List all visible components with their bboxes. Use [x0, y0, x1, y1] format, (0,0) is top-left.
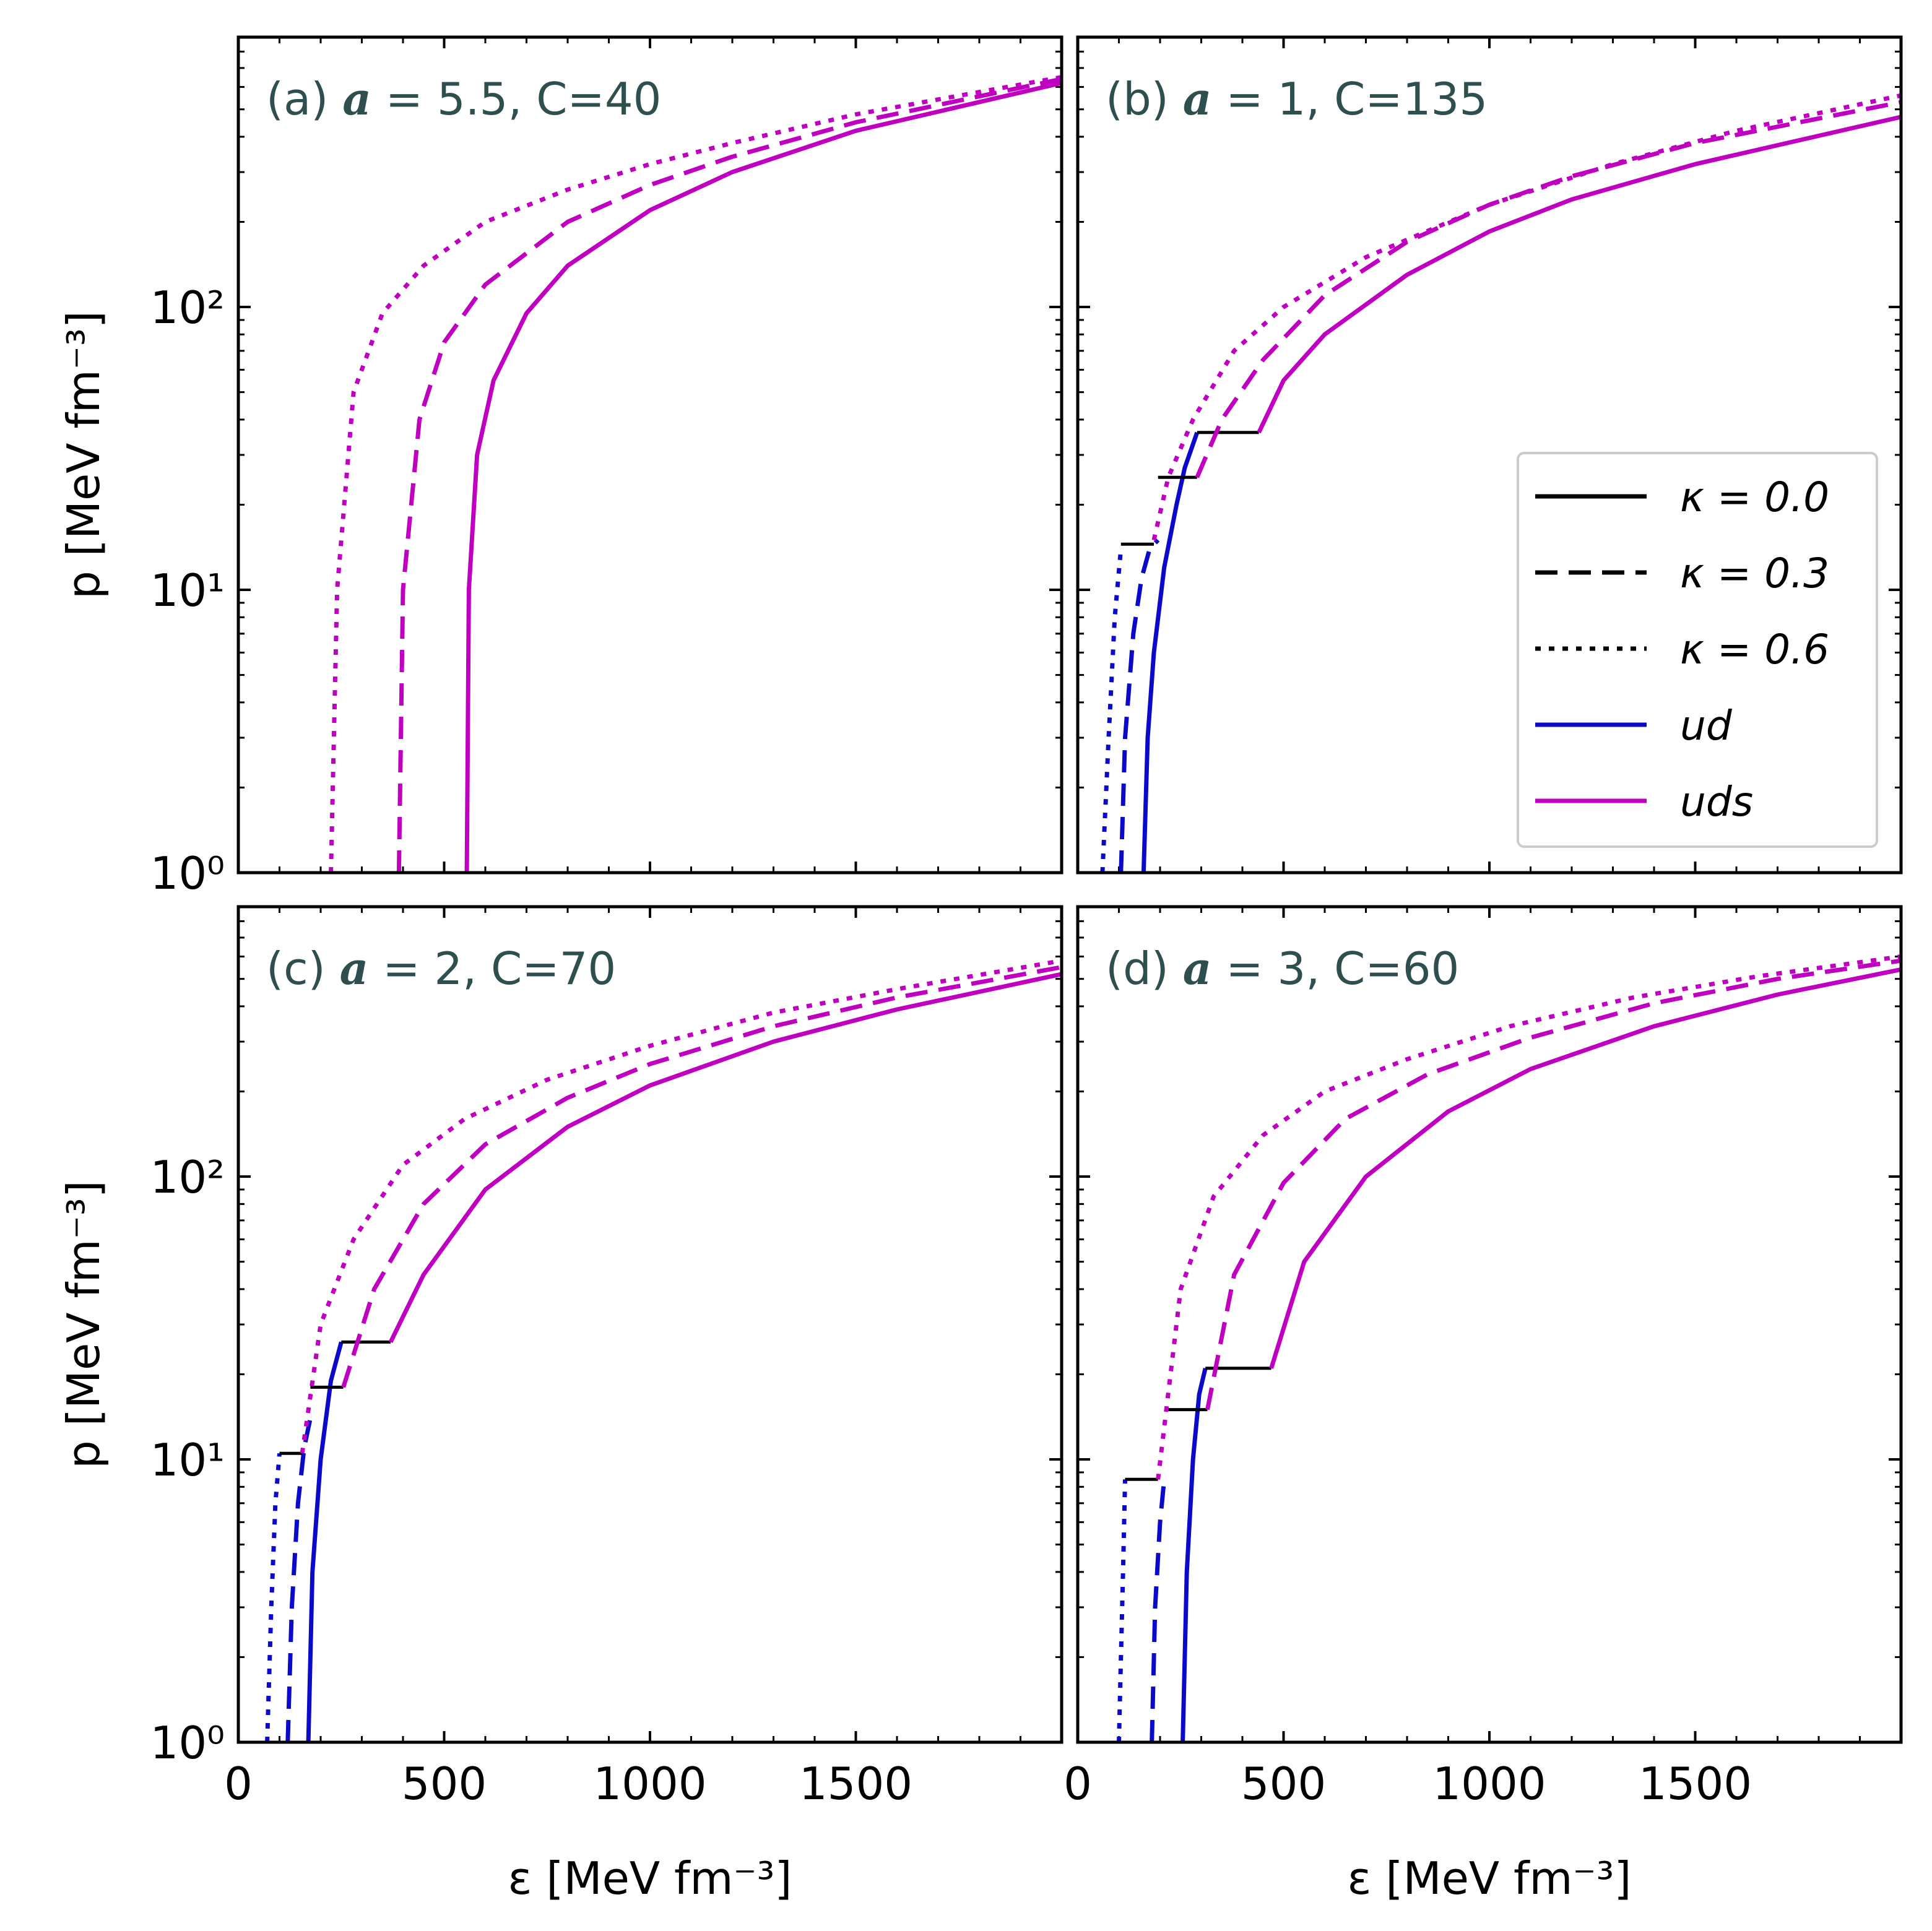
y-tick-label: 10¹	[150, 564, 225, 616]
y-tick-label: 10¹	[150, 1434, 225, 1486]
y-tick-label: 10²	[150, 1151, 225, 1203]
curves	[265, 958, 1062, 1742]
axis-labels-layer: p [MeV fm⁻³] ε [MeV fm⁻³] p [MeV fm⁻³] ε [M…	[58, 311, 1631, 1904]
series-ud-kappa-0.3	[1150, 1477, 1169, 1742]
series-uds-kappa-0.0	[388, 972, 1062, 1343]
series-ud-kappa-0.6	[1117, 1479, 1127, 1742]
panel-c: (c) a = 2, C=70 0 500 1000 1500 10⁰ 10¹ 10²	[150, 905, 1063, 1810]
series-ud-kappa-0.0	[306, 1341, 344, 1742]
series-ud-kappa-0.6	[265, 1453, 282, 1742]
series-ud-kappa-0.6	[1100, 548, 1124, 873]
panel-d: (d) a = 3, C=60 0 500 1000 1500	[1063, 905, 1903, 1810]
x-axis-label: ε [MeV fm⁻³]	[508, 1852, 792, 1904]
series-uds-kappa-0.0	[1269, 967, 1901, 1369]
series-ud-kappa-0.0	[1141, 431, 1200, 873]
series-uds-kappa-0.3	[1205, 958, 1901, 1410]
y-tick-label: 10⁰	[150, 847, 225, 899]
series-ud-kappa-0.3	[285, 1417, 313, 1742]
series-uds-kappa-0.3	[1195, 100, 1901, 478]
series-uds-kappa-0.6	[1156, 954, 1901, 1480]
x-tick-label: 0	[1063, 1758, 1092, 1810]
plot-frame	[1076, 35, 1903, 875]
legend-label: ud	[1680, 702, 1733, 750]
legend-label: uds	[1680, 778, 1753, 826]
panel-label: (d) a = 3, C=60	[1106, 942, 1459, 995]
plot-frame	[236, 905, 1063, 1744]
series-uds-kappa-0.6	[1151, 93, 1901, 541]
series-uds-kappa-0.3	[396, 77, 1062, 873]
series-ud-kappa-0.0	[1180, 1367, 1208, 1742]
y-tick-label: 10²	[150, 282, 225, 334]
panel-a: (a) a = 5.5, C=40 10⁰ 10¹ 10²	[150, 35, 1063, 899]
x-tick-label: 1500	[799, 1758, 912, 1810]
plot-frame	[236, 35, 1063, 875]
legend-label: κ = 0.6	[1680, 626, 1829, 673]
panel-label: (a) a = 5.5, C=40	[266, 72, 661, 125]
panel-b: (b) a = 1, C=135	[1076, 35, 1903, 875]
series-uds-kappa-0.6	[329, 75, 1062, 873]
x-tick-label: 1000	[1432, 1758, 1546, 1810]
x-axis-label: ε [MeV fm⁻³]	[1348, 1852, 1632, 1904]
x-tick-label: 500	[1241, 1758, 1326, 1810]
y-tick-label: 10⁰	[150, 1717, 225, 1769]
x-tick-label: 1500	[1639, 1758, 1752, 1810]
curves	[1117, 954, 1901, 1742]
series-uds-kappa-0.0	[1257, 114, 1901, 434]
x-tick-label: 500	[402, 1758, 487, 1810]
panels-layer: (a) a = 5.5, C=40 10⁰ 10¹ 10² (b) a = 1, C=1…	[150, 35, 1903, 1810]
plot-frame	[1076, 905, 1903, 1744]
x-tick-label: 1000	[593, 1758, 706, 1810]
series-ud-kappa-0.3	[1119, 538, 1160, 873]
y-axis-label: p [MeV fm⁻³]	[58, 1180, 110, 1469]
legend-label: κ = 0.3	[1680, 550, 1829, 597]
legend-label: κ = 0.0	[1680, 473, 1829, 521]
series-uds-kappa-0.0	[464, 80, 1062, 873]
panel-label: (b) a = 1, C=135	[1106, 72, 1488, 125]
x-tick-label: 0	[224, 1758, 253, 1810]
legend-box	[1517, 452, 1878, 848]
curves	[1100, 93, 1901, 873]
legend: κ = 0.0 κ = 0.3 κ = 0.6 ud uds	[1517, 452, 1878, 848]
series-uds-kappa-0.3	[341, 965, 1062, 1388]
y-axis-label: p [MeV fm⁻³]	[58, 311, 110, 599]
series-uds-kappa-0.6	[300, 958, 1062, 1454]
curves	[329, 75, 1062, 873]
panel-label: (c) a = 2, C=70	[266, 942, 616, 995]
